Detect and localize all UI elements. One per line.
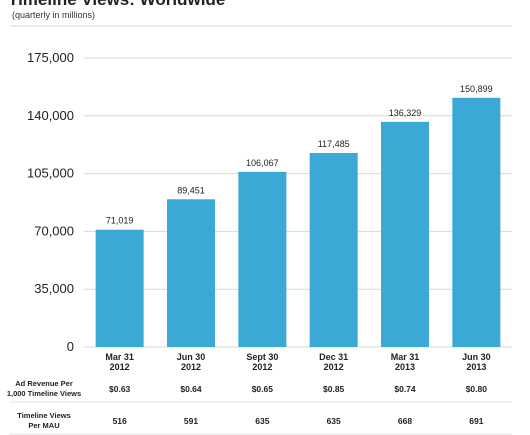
table-cell: 668 [398, 416, 412, 426]
x-tick-label-year: 2013 [395, 362, 415, 372]
table-row-header: 1,000 Timeline Views [7, 389, 81, 398]
x-tick-label-year: 2012 [252, 362, 272, 372]
bar [167, 199, 215, 347]
data-label: 117,485 [318, 139, 350, 149]
data-label: 136,329 [389, 108, 422, 118]
data-label: 106,067 [246, 158, 279, 168]
x-tick-label: Mar 31 [391, 352, 420, 362]
x-tick-label: Dec 31 [319, 352, 348, 362]
y-tick-label: 105,000 [27, 166, 74, 181]
x-tick-label: Jun 30 [462, 352, 491, 362]
x-tick-label: Jun 30 [177, 352, 206, 362]
x-tick-label-year: 2012 [110, 362, 130, 372]
table-row-header: Timeline Views [17, 411, 71, 420]
x-tick-label-year: 2012 [181, 362, 201, 372]
data-label: 89,451 [177, 185, 205, 195]
table-cell: 591 [184, 416, 198, 426]
bar [95, 229, 144, 347]
data-label: 150,899 [460, 84, 493, 94]
bar [452, 97, 501, 347]
table-row-header: Per MAU [28, 421, 59, 430]
table-cell: 691 [469, 416, 483, 426]
x-tick-label: Mar 31 [105, 352, 134, 362]
x-tick-label: Sept 30 [246, 352, 278, 362]
x-tick-label-year: 2013 [466, 362, 486, 372]
table-cell: $0.74 [394, 384, 416, 394]
y-tick-label: 35,000 [34, 281, 74, 296]
x-tick-label-year: 2012 [324, 362, 344, 372]
table-cell: $0.64 [180, 384, 202, 394]
table-cell: 635 [327, 416, 341, 426]
table-cell: $0.85 [323, 384, 345, 394]
bar [309, 152, 358, 347]
data-label: 71,019 [106, 216, 134, 226]
table-cell: 516 [113, 416, 127, 426]
chart-title: Timeline Views: Worldwide [8, 0, 225, 10]
bar [381, 121, 429, 347]
y-tick-label: 0 [67, 339, 74, 354]
bar [238, 171, 287, 347]
y-tick-label: 175,000 [27, 50, 74, 65]
y-tick-label: 140,000 [27, 108, 74, 123]
table-cell: $0.63 [109, 384, 131, 394]
table-cell: 635 [255, 416, 269, 426]
chart-subtitle: (quarterly in millions) [12, 10, 96, 20]
y-tick-label: 70,000 [34, 223, 74, 238]
table-cell: $0.80 [466, 384, 488, 394]
table-cell: $0.65 [252, 384, 274, 394]
table-row-header: Ad Revenue Per [15, 379, 73, 388]
